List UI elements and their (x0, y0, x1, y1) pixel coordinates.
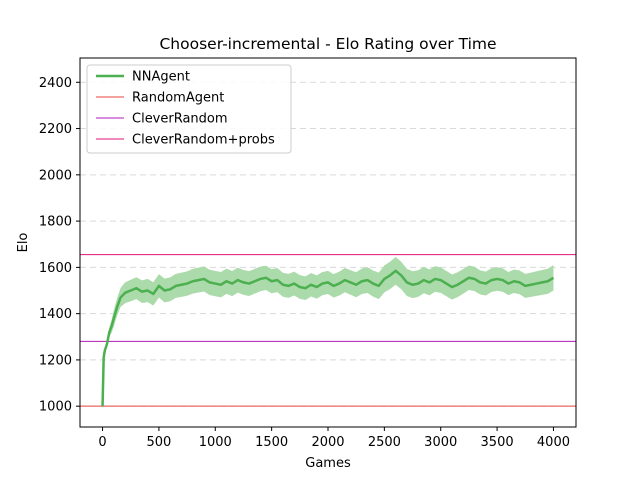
y-axis-ticks: 1000 1200 1400 1600 1800 2000 2200 2400 (39, 76, 80, 415)
y-tick-label: 1800 (39, 215, 72, 230)
x-axis-ticks: 0 500 1000 1500 2000 2500 3000 3500 4000 (98, 427, 570, 450)
x-tick-label: 0 (98, 435, 106, 450)
series-lines (101, 269, 555, 407)
x-tick-label: 1500 (255, 435, 288, 450)
x-tick-label: 3000 (424, 435, 457, 450)
nnagent-band (102, 256, 554, 407)
legend: NNAgent RandomAgent CleverRandom CleverRand… (86, 64, 292, 154)
y-tick-label: 1000 (39, 400, 72, 415)
nnagent-line (101, 269, 555, 407)
x-tick-label: 1000 (199, 435, 232, 450)
legend-label: NNAgent (132, 70, 190, 85)
y-tick-label: 1400 (39, 307, 72, 322)
confidence-bands (102, 256, 554, 407)
x-tick-label: 2000 (311, 435, 344, 450)
legend-label: RandomAgent (132, 91, 224, 106)
reference-lines (80, 254, 576, 407)
y-axis-title: Elo (16, 233, 31, 253)
legend-box (86, 64, 292, 154)
y-tick-label: 2200 (39, 122, 72, 137)
x-tick-label: 500 (146, 435, 171, 450)
y-tick-label: 1200 (39, 353, 72, 368)
chart-title: Chooser-incremental - Elo Rating over Ti… (159, 35, 496, 53)
x-tick-label: 3500 (481, 435, 514, 450)
x-tick-label: 4000 (537, 435, 570, 450)
y-tick-label: 1600 (39, 261, 72, 276)
x-axis-title: Games (305, 456, 351, 471)
y-tick-label: 2000 (39, 168, 72, 183)
x-tick-label: 2500 (368, 435, 401, 450)
y-tick-label: 2400 (39, 76, 72, 91)
legend-label: CleverRandom (132, 112, 228, 127)
legend-label: CleverRandom+probs (132, 133, 275, 148)
